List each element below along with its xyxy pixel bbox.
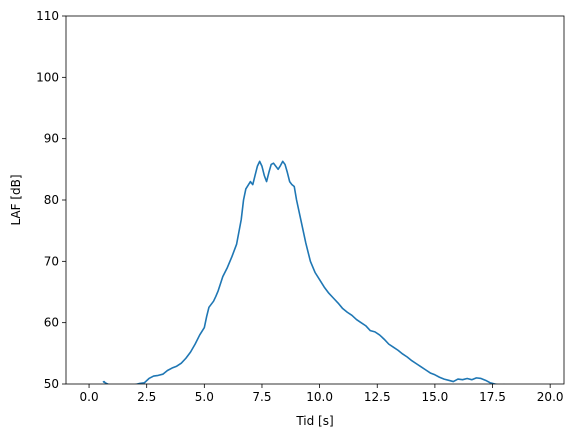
x-tick-label: 12.5 bbox=[364, 390, 391, 404]
y-tick-label: 70 bbox=[44, 254, 59, 268]
x-axis-label: Tid [s] bbox=[295, 414, 333, 428]
y-tick-label: 110 bbox=[36, 9, 59, 23]
x-tick-label: 2.5 bbox=[137, 390, 156, 404]
plot-frame bbox=[65, 15, 565, 385]
y-axis-ticks: 50 60 70 80 90 100 110 bbox=[36, 9, 66, 391]
y-tick-label: 90 bbox=[44, 132, 59, 146]
plot-area bbox=[66, 16, 564, 384]
y-tick-label: 100 bbox=[36, 70, 59, 84]
series-line bbox=[102, 160, 505, 384]
y-axis-label: LAF [dB] bbox=[9, 174, 23, 225]
x-axis-ticks: 0.0 2.5 5.0 7.5 10.0 12.5 15.0 17.5 20.0 bbox=[80, 384, 564, 404]
x-tick-label: 5.0 bbox=[195, 390, 214, 404]
x-tick-label: 20.0 bbox=[537, 390, 564, 404]
y-tick-label: 60 bbox=[44, 316, 59, 330]
x-tick-label: 10.0 bbox=[306, 390, 333, 404]
y-tick-label: 50 bbox=[44, 377, 59, 391]
series-layer bbox=[102, 160, 505, 384]
x-tick-label: 15.0 bbox=[422, 390, 449, 404]
y-tick-label: 80 bbox=[44, 193, 59, 207]
x-tick-label: 17.5 bbox=[479, 390, 506, 404]
x-tick-label: 0.0 bbox=[80, 390, 99, 404]
x-tick-label: 7.5 bbox=[252, 390, 271, 404]
